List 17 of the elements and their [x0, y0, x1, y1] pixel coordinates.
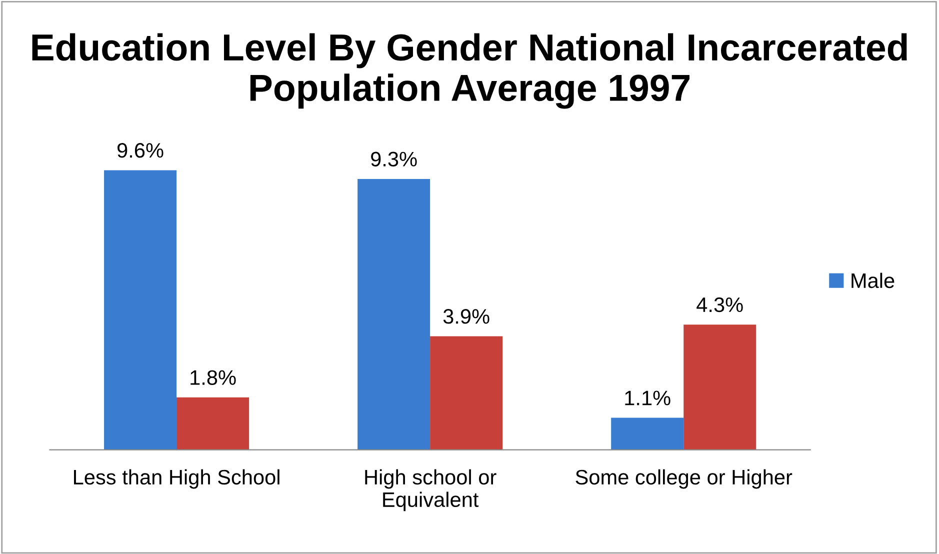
- legend-label: Male: [852, 272, 894, 288]
- data-label: 3.9%: [443, 309, 490, 324]
- bar: [358, 178, 430, 450]
- data-label: 1.8%: [190, 370, 236, 385]
- data-label: 9.3%: [371, 152, 417, 166]
- x-tick-label: Some college or Higher: [576, 469, 792, 489]
- x-tick-label: High school or Equivalent: [365, 469, 496, 512]
- data-label: 9.6%: [118, 143, 164, 158]
- bar: [176, 397, 250, 450]
- bar: [104, 170, 177, 450]
- data-label: 4.3%: [696, 297, 743, 312]
- x-tick-label: Less than High School: [74, 469, 280, 489]
- bar: [430, 336, 503, 450]
- bar: [611, 418, 684, 450]
- chart-title: Education Level By Gender National Incarcerated Population Average 1997: [32, 33, 907, 109]
- bar: [684, 324, 756, 450]
- data-label: 1.1%: [625, 390, 670, 406]
